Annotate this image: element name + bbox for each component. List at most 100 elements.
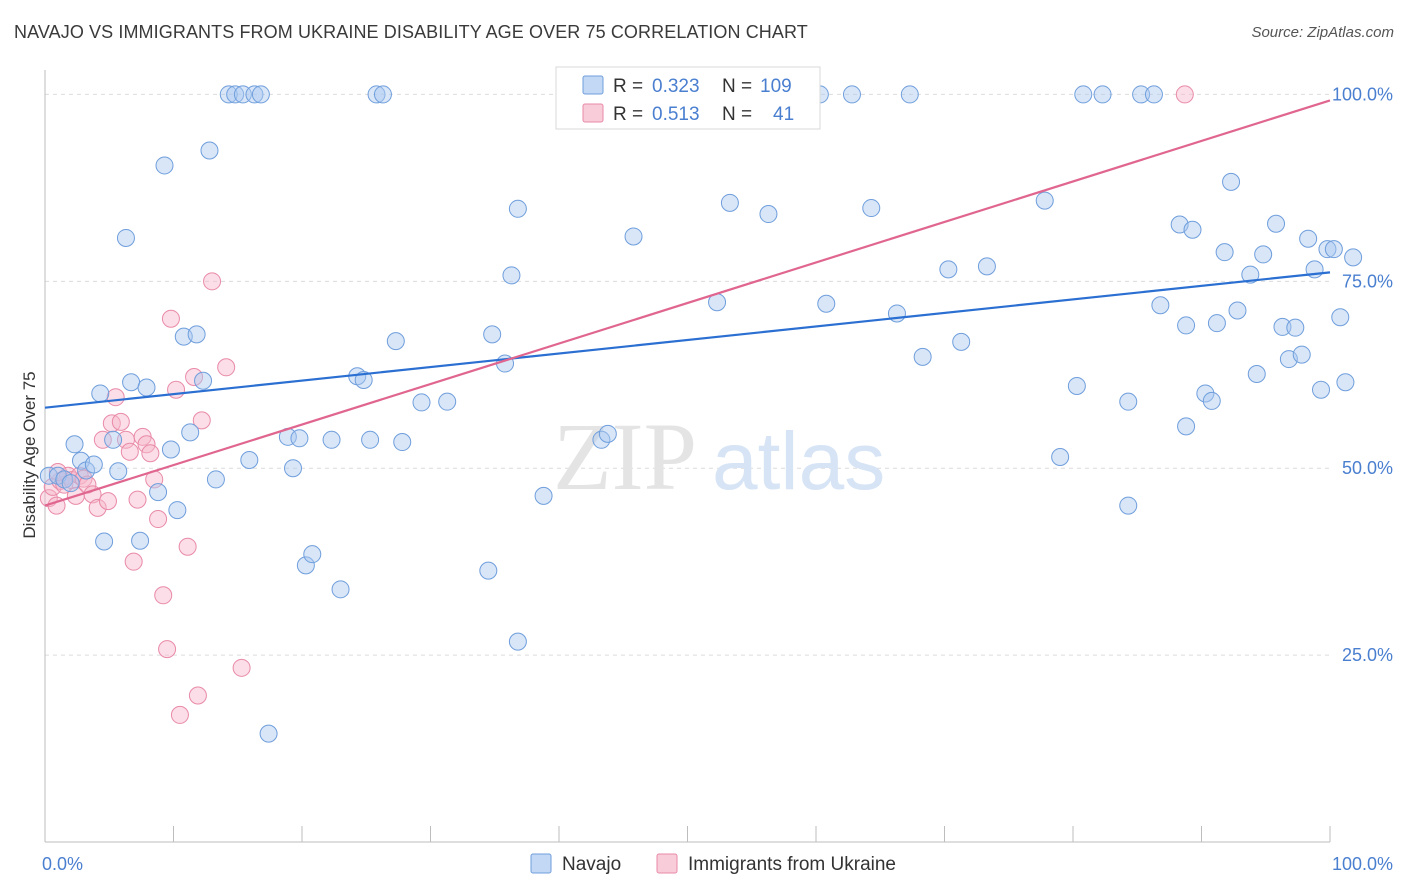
- watermark-atlas: atlas: [712, 416, 885, 507]
- data-point-ukraine: [217, 358, 236, 377]
- data-point-navajo: [373, 85, 392, 104]
- data-point-ukraine: [158, 640, 177, 659]
- data-point-navajo: [438, 392, 457, 411]
- data-point-navajo: [303, 545, 322, 564]
- data-point-ukraine: [120, 442, 139, 461]
- data-point-navajo: [952, 332, 971, 351]
- legend-swatch-navajo: [582, 75, 604, 95]
- y-tick-label: 75.0%: [1342, 271, 1393, 291]
- data-point-navajo: [1151, 296, 1170, 315]
- y-tick-label: 100.0%: [1332, 84, 1393, 104]
- data-point-navajo: [1183, 220, 1202, 239]
- data-point-navajo: [65, 435, 84, 454]
- data-point-navajo: [502, 266, 521, 285]
- data-point-ukraine: [137, 435, 156, 454]
- data-point-navajo: [412, 393, 431, 412]
- data-point-ukraine: [192, 411, 211, 430]
- data-point-navajo: [259, 724, 278, 743]
- legend-bottom-swatch-ukraine: [656, 853, 678, 874]
- data-point-navajo: [284, 459, 303, 478]
- data-point-ukraine: [111, 412, 130, 431]
- data-point-navajo: [913, 347, 932, 366]
- data-point-navajo: [900, 85, 919, 104]
- data-point-ukraine: [203, 272, 222, 291]
- data-point-navajo: [842, 85, 861, 104]
- data-point-navajo: [219, 85, 238, 104]
- data-point-navajo: [1331, 308, 1350, 327]
- x-tick-label: 100.0%: [1332, 854, 1393, 874]
- data-point-navajo: [296, 556, 315, 575]
- data-point-navajo: [95, 532, 114, 551]
- data-point-navajo: [862, 199, 881, 218]
- data-point-navajo: [1254, 245, 1273, 264]
- legend-r-label: R =: [613, 104, 643, 125]
- data-point-navajo: [1273, 317, 1292, 336]
- data-point-navajo: [720, 193, 739, 212]
- data-point-navajo: [331, 580, 350, 599]
- data-point-navajo: [322, 430, 341, 449]
- data-point-navajo: [508, 632, 527, 651]
- data-point-navajo: [1119, 392, 1138, 411]
- data-point-navajo: [137, 378, 156, 397]
- data-point-navajo: [1286, 318, 1305, 337]
- data-point-navajo: [598, 424, 617, 443]
- data-point-navajo: [361, 430, 380, 449]
- legend-stats: R = 0.323 N = 109 R = 0.513 N = 41: [555, 66, 821, 130]
- data-point-ukraine: [232, 658, 251, 677]
- legend-bottom-label-ukraine: Immigrants from Ukraine: [688, 854, 896, 875]
- data-point-navajo: [1324, 240, 1343, 259]
- data-point-navajo: [1215, 243, 1234, 262]
- data-point-navajo: [1035, 191, 1054, 210]
- data-point-navajo: [1196, 384, 1215, 403]
- data-point-navajo: [181, 423, 200, 442]
- data-point-navajo: [200, 141, 219, 160]
- data-point-navajo: [1267, 214, 1286, 233]
- data-point-navajo: [1292, 345, 1311, 364]
- legend-r-value-ukraine: 0.513: [652, 104, 700, 125]
- data-point-ukraine: [149, 510, 168, 529]
- data-point-ukraine: [98, 492, 117, 511]
- legend-bottom-swatch-navajo: [530, 853, 552, 874]
- data-point-navajo: [977, 257, 996, 276]
- data-point-ukraine: [1175, 85, 1194, 104]
- data-point-navajo: [104, 430, 123, 449]
- data-point-navajo: [367, 85, 386, 104]
- data-point-navajo: [61, 474, 80, 493]
- data-point-navajo: [1074, 85, 1093, 104]
- data-point-navajo: [479, 561, 498, 580]
- data-point-navajo: [1202, 391, 1221, 410]
- data-point-navajo: [245, 85, 264, 104]
- data-point-navajo: [109, 462, 128, 481]
- data-point-navajo: [155, 156, 174, 175]
- data-point-navajo: [206, 470, 225, 489]
- data-point-ukraine: [167, 380, 186, 399]
- data-point-navajo: [817, 294, 836, 313]
- data-point-ukraine: [128, 490, 147, 509]
- watermark-zip: ZIP: [553, 403, 697, 510]
- data-point-ukraine: [106, 388, 125, 407]
- data-point-navajo: [1222, 172, 1241, 191]
- data-point-navajo: [194, 371, 213, 390]
- watermark: ZIP atlas: [553, 403, 885, 510]
- data-point-navajo: [393, 433, 412, 452]
- data-point-navajo: [534, 486, 553, 505]
- data-point-navajo: [508, 199, 527, 218]
- data-point-navajo: [240, 450, 259, 469]
- y-tick-label: 50.0%: [1342, 458, 1393, 478]
- legend-n-label: N =: [722, 104, 752, 125]
- data-point-navajo: [91, 384, 110, 403]
- data-point-navajo: [1228, 301, 1247, 320]
- data-point-ukraine: [124, 552, 143, 571]
- data-point-navajo: [122, 373, 141, 392]
- data-point-ukraine: [188, 686, 207, 705]
- chart-title: NAVAJO VS IMMIGRANTS FROM UKRAINE DISABI…: [14, 22, 808, 42]
- legend-r-label: R =: [613, 76, 643, 97]
- y-tick-label: 25.0%: [1342, 645, 1393, 665]
- data-point-navajo: [1312, 380, 1331, 399]
- legend-n-value-navajo: 109: [760, 76, 792, 97]
- data-point-ukraine: [154, 586, 173, 605]
- data-point-navajo: [483, 325, 502, 344]
- data-point-ukraine: [88, 498, 107, 517]
- legend-swatch-ukraine: [582, 103, 604, 123]
- source-credit: Source: ZipAtlas.com: [1251, 24, 1394, 41]
